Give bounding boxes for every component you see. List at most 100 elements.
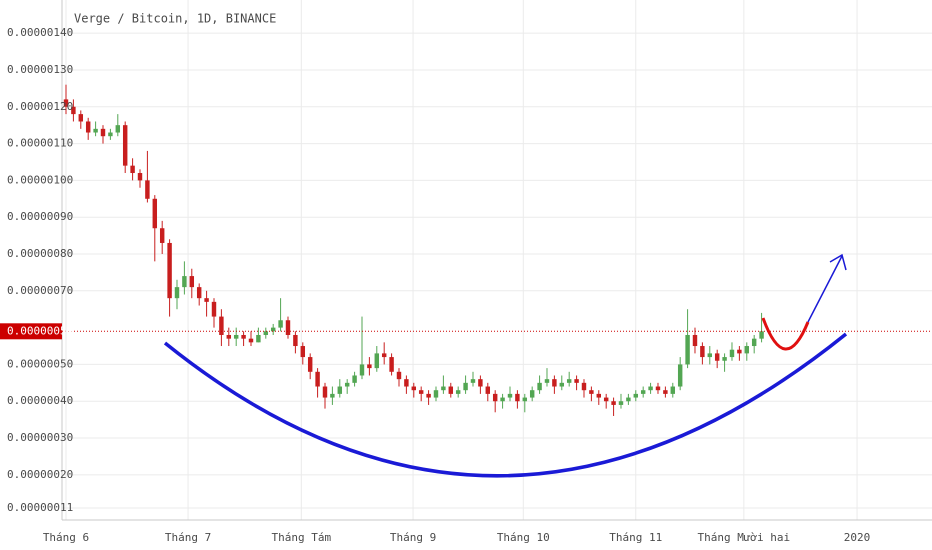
y-tick-label: 0.00000110 <box>7 137 73 150</box>
candle-body <box>729 349 735 358</box>
candle-body <box>744 346 750 354</box>
candle-body <box>507 393 513 398</box>
candle-body <box>670 386 676 394</box>
candle-body <box>115 125 121 133</box>
candle-body <box>737 349 742 354</box>
candle-body <box>167 242 172 299</box>
candle-body <box>544 379 550 383</box>
candle-body <box>182 276 187 288</box>
y-tick-label: 0.00000080 <box>7 247 73 260</box>
x-tick-label: Tháng Mười hai <box>697 531 790 544</box>
candle-body <box>293 334 298 347</box>
x-tick-label: 2020 <box>844 531 871 544</box>
candle-body <box>100 128 106 137</box>
candle-body <box>389 357 394 372</box>
candle-body <box>633 393 639 398</box>
grid <box>62 0 932 520</box>
candle-body <box>359 364 365 376</box>
candle-body <box>685 334 690 365</box>
candle-body <box>500 397 505 402</box>
y-tick-label: 0.00000011 <box>7 501 73 514</box>
y-tick-label: 0.00000090 <box>7 210 73 223</box>
chart-title: Verge / Bitcoin, 1D, BINANCE <box>74 12 276 26</box>
candle-body <box>344 382 350 387</box>
candle-body <box>759 331 764 339</box>
candle-body <box>426 393 431 398</box>
y-tick-label: 0.00000070 <box>7 284 73 297</box>
candle-body <box>226 334 232 339</box>
candle-body <box>418 390 424 394</box>
candle-body <box>455 390 461 394</box>
candle-body <box>300 346 306 358</box>
candle-body <box>189 276 195 288</box>
candle-body <box>448 386 454 394</box>
candle-body <box>93 128 98 133</box>
candle-body <box>603 397 609 402</box>
candles <box>63 84 764 416</box>
candle-body <box>640 390 646 394</box>
candle-body <box>130 165 135 174</box>
candle-body <box>108 132 113 137</box>
candle-body <box>566 379 572 383</box>
candle-body <box>71 106 76 115</box>
candle-body <box>589 390 594 394</box>
candle-body <box>463 382 468 391</box>
candle-body <box>263 331 269 335</box>
candle-body <box>85 121 91 133</box>
candle-body <box>241 334 246 339</box>
candle-body <box>285 320 291 335</box>
y-tick-label: 0.00000140 <box>7 26 73 39</box>
y-tick-label: 0.00000130 <box>7 63 73 76</box>
candle-body <box>137 173 143 181</box>
candle-body <box>655 386 661 391</box>
x-tick-label: Tháng 11 <box>609 531 662 544</box>
candle-body <box>248 338 254 343</box>
y-tick-label: 0.00000050 <box>7 357 73 370</box>
candle-body <box>159 228 165 243</box>
candle-body <box>330 393 335 398</box>
candle-body <box>63 99 69 107</box>
handle-drawing <box>761 317 810 351</box>
candle-body <box>315 371 320 387</box>
candle-body <box>626 397 631 402</box>
candle-body <box>367 364 372 369</box>
candle-body <box>700 346 705 358</box>
arrow-head <box>829 253 847 271</box>
candle-body <box>574 379 579 383</box>
candle-body <box>581 382 587 391</box>
candle-body <box>478 379 483 387</box>
candle-body <box>707 353 713 358</box>
candle-body <box>559 382 565 387</box>
y-tick-label: 0.00000040 <box>7 394 73 407</box>
candle-body <box>529 390 535 398</box>
candle-body <box>256 334 261 343</box>
candle-body <box>596 393 602 398</box>
candle-body <box>145 180 150 199</box>
y-tick-label: 0.00000100 <box>7 173 73 186</box>
candle-body <box>152 198 158 229</box>
cup-drawing <box>163 332 848 478</box>
arrow-line <box>807 255 843 323</box>
candle-body <box>648 386 653 391</box>
candle-body <box>78 114 84 122</box>
candle-body <box>278 320 283 328</box>
candle-body <box>381 353 387 358</box>
candle-body <box>374 353 380 369</box>
candle-body <box>522 397 528 402</box>
candle-body <box>270 327 276 332</box>
candle-body <box>722 357 727 361</box>
last-price-label: 0.00000059 <box>7 324 73 337</box>
candle-body <box>196 287 202 299</box>
candle-body <box>611 401 616 405</box>
candle-body <box>492 393 498 402</box>
x-tick-label: Tháng 9 <box>390 531 436 544</box>
candle-body <box>692 334 698 347</box>
candle-body <box>441 386 446 391</box>
candle-body <box>352 375 357 383</box>
candle-body <box>537 382 542 391</box>
candle-body <box>233 334 239 339</box>
x-tick-label: Tháng Tám <box>272 531 332 544</box>
candle-body <box>404 379 409 387</box>
